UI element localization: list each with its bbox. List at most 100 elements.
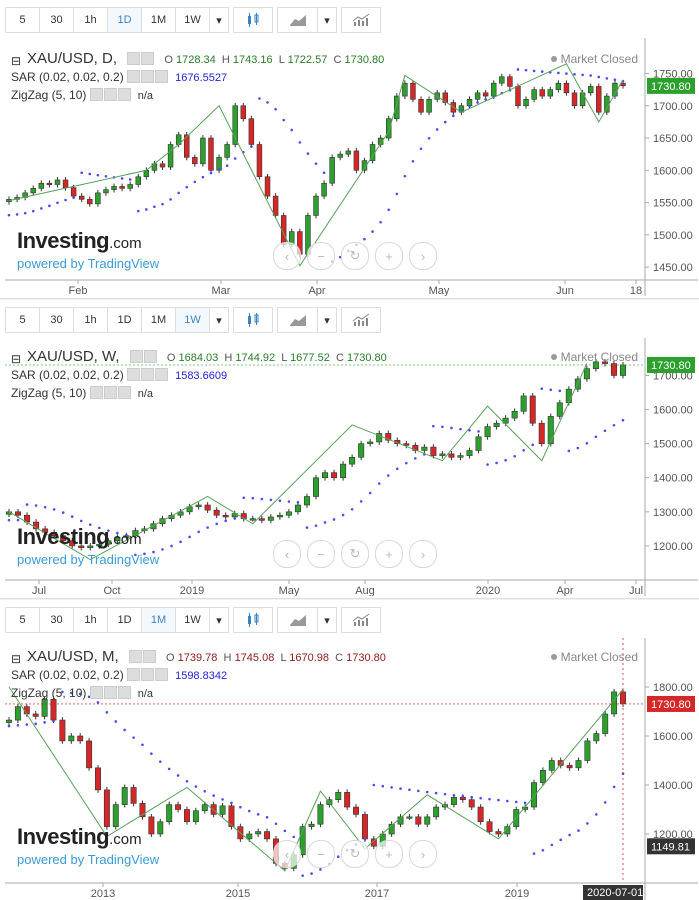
zoom-in-icon[interactable]: + bbox=[375, 242, 403, 270]
powered-by-link[interactable]: powered by TradingView bbox=[17, 256, 160, 271]
interval-1d-button[interactable]: 1D bbox=[107, 307, 141, 333]
eye-icon[interactable] bbox=[89, 686, 103, 699]
collapse-icon[interactable]: ⊟ bbox=[11, 652, 22, 666]
interval-1m-button[interactable]: 1M bbox=[141, 607, 175, 633]
interval-1d-button[interactable]: 1D bbox=[107, 7, 141, 33]
settings-icon[interactable] bbox=[103, 88, 117, 101]
interval-1m-button[interactable]: 1M bbox=[141, 307, 175, 333]
settings-icon[interactable] bbox=[141, 668, 155, 681]
interval-30-button[interactable]: 30 bbox=[39, 607, 73, 633]
interval-1h-button[interactable]: 1h bbox=[73, 7, 107, 33]
sar-dot bbox=[319, 868, 322, 871]
scroll-left-icon[interactable]: ‹ bbox=[273, 242, 301, 270]
sar-dot bbox=[209, 171, 213, 175]
interval-1w-button[interactable]: 1W bbox=[175, 7, 209, 33]
sar-dot bbox=[589, 74, 592, 77]
settings-icon[interactable] bbox=[103, 386, 117, 399]
interval-dropdown-button[interactable]: ▾ bbox=[209, 307, 229, 333]
eye-icon[interactable] bbox=[128, 650, 142, 663]
settings-icon[interactable] bbox=[141, 52, 155, 65]
style-dropdown-button[interactable]: ▾ bbox=[317, 607, 337, 633]
settings-icon[interactable] bbox=[103, 686, 117, 699]
interval-1h-button[interactable]: 1h bbox=[73, 307, 107, 333]
zoom-in-icon[interactable]: + bbox=[375, 540, 403, 568]
zoom-in-icon[interactable]: + bbox=[375, 840, 403, 868]
interval-30-button[interactable]: 30 bbox=[39, 307, 73, 333]
chart-area-weekly[interactable]: 1700.00 1600.00 1500.00 1400.00 1300.00 1200.… bbox=[5, 338, 698, 596]
interval-5-button[interactable]: 5 bbox=[5, 307, 39, 333]
sar-dot bbox=[359, 500, 363, 503]
zoom-out-icon[interactable]: − bbox=[307, 540, 335, 568]
indicators-button[interactable] bbox=[341, 307, 381, 333]
powered-by-link[interactable]: powered by TradingView bbox=[17, 552, 160, 567]
eye-icon[interactable] bbox=[127, 70, 141, 83]
settings-icon[interactable] bbox=[141, 368, 155, 381]
style-dropdown-button[interactable]: ▾ bbox=[317, 7, 337, 33]
candle-body bbox=[150, 523, 157, 530]
chart-style-button[interactable] bbox=[233, 607, 273, 633]
collapse-icon[interactable]: ⊟ bbox=[11, 352, 22, 366]
close-icon[interactable] bbox=[155, 368, 169, 381]
y-tick-label: 1300.00 bbox=[653, 507, 693, 519]
reset-icon[interactable]: ↻ bbox=[341, 540, 369, 568]
scroll-right-icon[interactable]: › bbox=[409, 840, 437, 868]
interval-1w-button[interactable]: 1W bbox=[175, 607, 209, 633]
interval-dropdown-button[interactable]: ▾ bbox=[209, 7, 229, 33]
indicators-button[interactable] bbox=[341, 607, 381, 633]
eye-icon[interactable] bbox=[129, 350, 143, 363]
price-chart-daily[interactable]: 1750.00 1700.00 1650.00 1600.00 1550.00 1500.… bbox=[5, 38, 698, 296]
close-icon[interactable] bbox=[117, 386, 131, 399]
interval-1h-button[interactable]: 1h bbox=[73, 607, 107, 633]
interval-5-button[interactable]: 5 bbox=[5, 7, 39, 33]
interval-1d-button[interactable]: 1D bbox=[107, 607, 141, 633]
zoom-out-icon[interactable]: − bbox=[307, 242, 335, 270]
area-style-button[interactable] bbox=[277, 7, 317, 33]
eye-icon[interactable] bbox=[127, 668, 141, 681]
close-icon[interactable] bbox=[155, 668, 169, 681]
chart-style-button[interactable] bbox=[233, 7, 273, 33]
price-chart-weekly[interactable]: 1700.00 1600.00 1500.00 1400.00 1300.00 1200.… bbox=[5, 338, 698, 596]
collapse-icon[interactable]: ⊟ bbox=[11, 54, 22, 68]
reset-icon[interactable]: ↻ bbox=[341, 840, 369, 868]
interval-dropdown-button[interactable]: ▾ bbox=[209, 607, 229, 633]
reset-icon[interactable]: ↻ bbox=[341, 242, 369, 270]
chart-style-button[interactable] bbox=[233, 307, 273, 333]
settings-icon[interactable] bbox=[143, 350, 157, 363]
eye-icon[interactable] bbox=[127, 368, 141, 381]
scroll-left-icon[interactable]: ‹ bbox=[273, 840, 301, 868]
interval-1w-button[interactable]: 1W bbox=[175, 307, 209, 333]
eye-icon[interactable] bbox=[89, 88, 103, 101]
interval-30-button[interactable]: 30 bbox=[39, 7, 73, 33]
indicators-button[interactable] bbox=[341, 7, 381, 33]
close-icon[interactable] bbox=[117, 686, 131, 699]
sar-dot bbox=[296, 500, 300, 504]
area-style-button[interactable] bbox=[277, 607, 317, 633]
interval-5-button[interactable]: 5 bbox=[5, 607, 39, 633]
candle-body bbox=[424, 816, 431, 825]
scroll-right-icon[interactable]: › bbox=[409, 540, 437, 568]
candle-body bbox=[119, 186, 125, 189]
close-icon[interactable] bbox=[117, 88, 131, 101]
zoom-out-icon[interactable]: − bbox=[307, 840, 335, 868]
area-style-button[interactable] bbox=[277, 307, 317, 333]
eye-icon[interactable] bbox=[127, 52, 141, 65]
sar-dot bbox=[141, 743, 144, 747]
style-dropdown-button[interactable]: ▾ bbox=[317, 307, 337, 333]
price-chart-monthly[interactable]: 1800.00 1600.00 1400.00 1200.00 2013 2015 2017… bbox=[5, 638, 698, 900]
sar-dot bbox=[399, 787, 402, 790]
powered-by-link[interactable]: powered by TradingView bbox=[17, 852, 160, 867]
sar-dots bbox=[7, 387, 625, 557]
settings-icon[interactable] bbox=[142, 650, 156, 663]
sar-dot bbox=[72, 196, 75, 199]
candle-body bbox=[433, 806, 440, 818]
close-icon[interactable] bbox=[155, 70, 169, 83]
chart-area-monthly[interactable]: 1800.00 1600.00 1400.00 1200.00 2013 2015 2017… bbox=[5, 638, 698, 900]
interval-1m-button[interactable]: 1M bbox=[141, 7, 175, 33]
settings-icon[interactable] bbox=[141, 70, 155, 83]
eye-icon[interactable] bbox=[89, 386, 103, 399]
scroll-right-icon[interactable]: › bbox=[409, 242, 437, 270]
sar-dot bbox=[597, 75, 601, 79]
chart-area-daily[interactable]: 1750.00 1700.00 1650.00 1600.00 1550.00 1500.… bbox=[5, 38, 698, 296]
candle-body bbox=[177, 511, 184, 516]
scroll-left-icon[interactable]: ‹ bbox=[273, 540, 301, 568]
